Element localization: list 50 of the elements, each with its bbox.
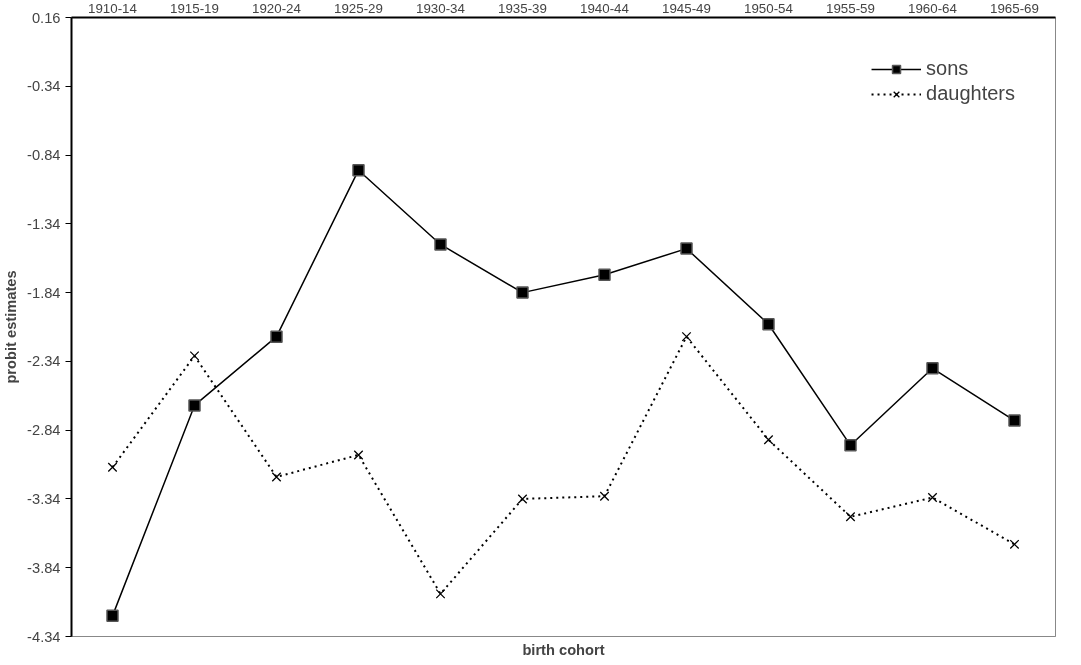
point <box>516 286 529 299</box>
x-tick-label: 1910-14 <box>88 0 138 16</box>
point <box>106 609 119 623</box>
point <box>1009 539 1020 550</box>
point <box>189 350 200 361</box>
point <box>845 511 856 522</box>
legend-label: sons <box>926 57 969 80</box>
y-tick-label: 0.16 <box>31 9 61 26</box>
point <box>681 331 692 342</box>
point <box>517 494 528 504</box>
point <box>434 238 447 251</box>
x-tick-label: 1925-29 <box>334 0 383 16</box>
point <box>107 462 118 473</box>
legend-label: daughters <box>926 82 1015 105</box>
point <box>270 330 283 343</box>
x-tick-label: 1955-59 <box>826 0 875 16</box>
x-tick-label: 1950-54 <box>744 0 794 16</box>
y-tick-label: -2.84 <box>27 422 61 439</box>
point <box>680 242 693 255</box>
point <box>762 318 775 331</box>
x-tick-label: 1940-44 <box>580 0 630 16</box>
point <box>1008 414 1021 427</box>
x-tick-label: 1930-34 <box>416 0 466 16</box>
point <box>599 491 610 502</box>
point <box>353 450 364 460</box>
y-tick-label: -0.84 <box>27 147 61 164</box>
y-tick-label: -1.34 <box>27 215 61 232</box>
y-tick-label: -1.84 <box>27 284 61 301</box>
x-tick-label: 1920-24 <box>252 0 302 16</box>
x-tick-label: 1935-39 <box>498 0 547 16</box>
point <box>188 399 201 412</box>
y-tick-label: -2.34 <box>27 353 61 370</box>
x-tick-label: 1960-64 <box>908 0 958 16</box>
x-tick-label: 1945-49 <box>662 0 711 16</box>
y-axis-title: probit estimates <box>3 270 20 384</box>
y-tick-label: -3.84 <box>27 559 61 576</box>
y-tick-label: -3.34 <box>27 490 61 507</box>
x-tick-label: 1965-69 <box>990 0 1039 16</box>
point <box>435 588 446 599</box>
point <box>844 439 857 452</box>
point <box>352 163 365 177</box>
point <box>926 362 939 375</box>
point <box>271 472 282 482</box>
x-axis-title: birth cohort <box>522 641 605 658</box>
point <box>927 492 938 503</box>
y-tick-label: -4.34 <box>27 628 61 645</box>
point <box>763 434 774 445</box>
x-tick-label: 1915-19 <box>170 0 219 16</box>
point <box>598 268 611 281</box>
y-tick-label: -0.34 <box>27 78 61 95</box>
